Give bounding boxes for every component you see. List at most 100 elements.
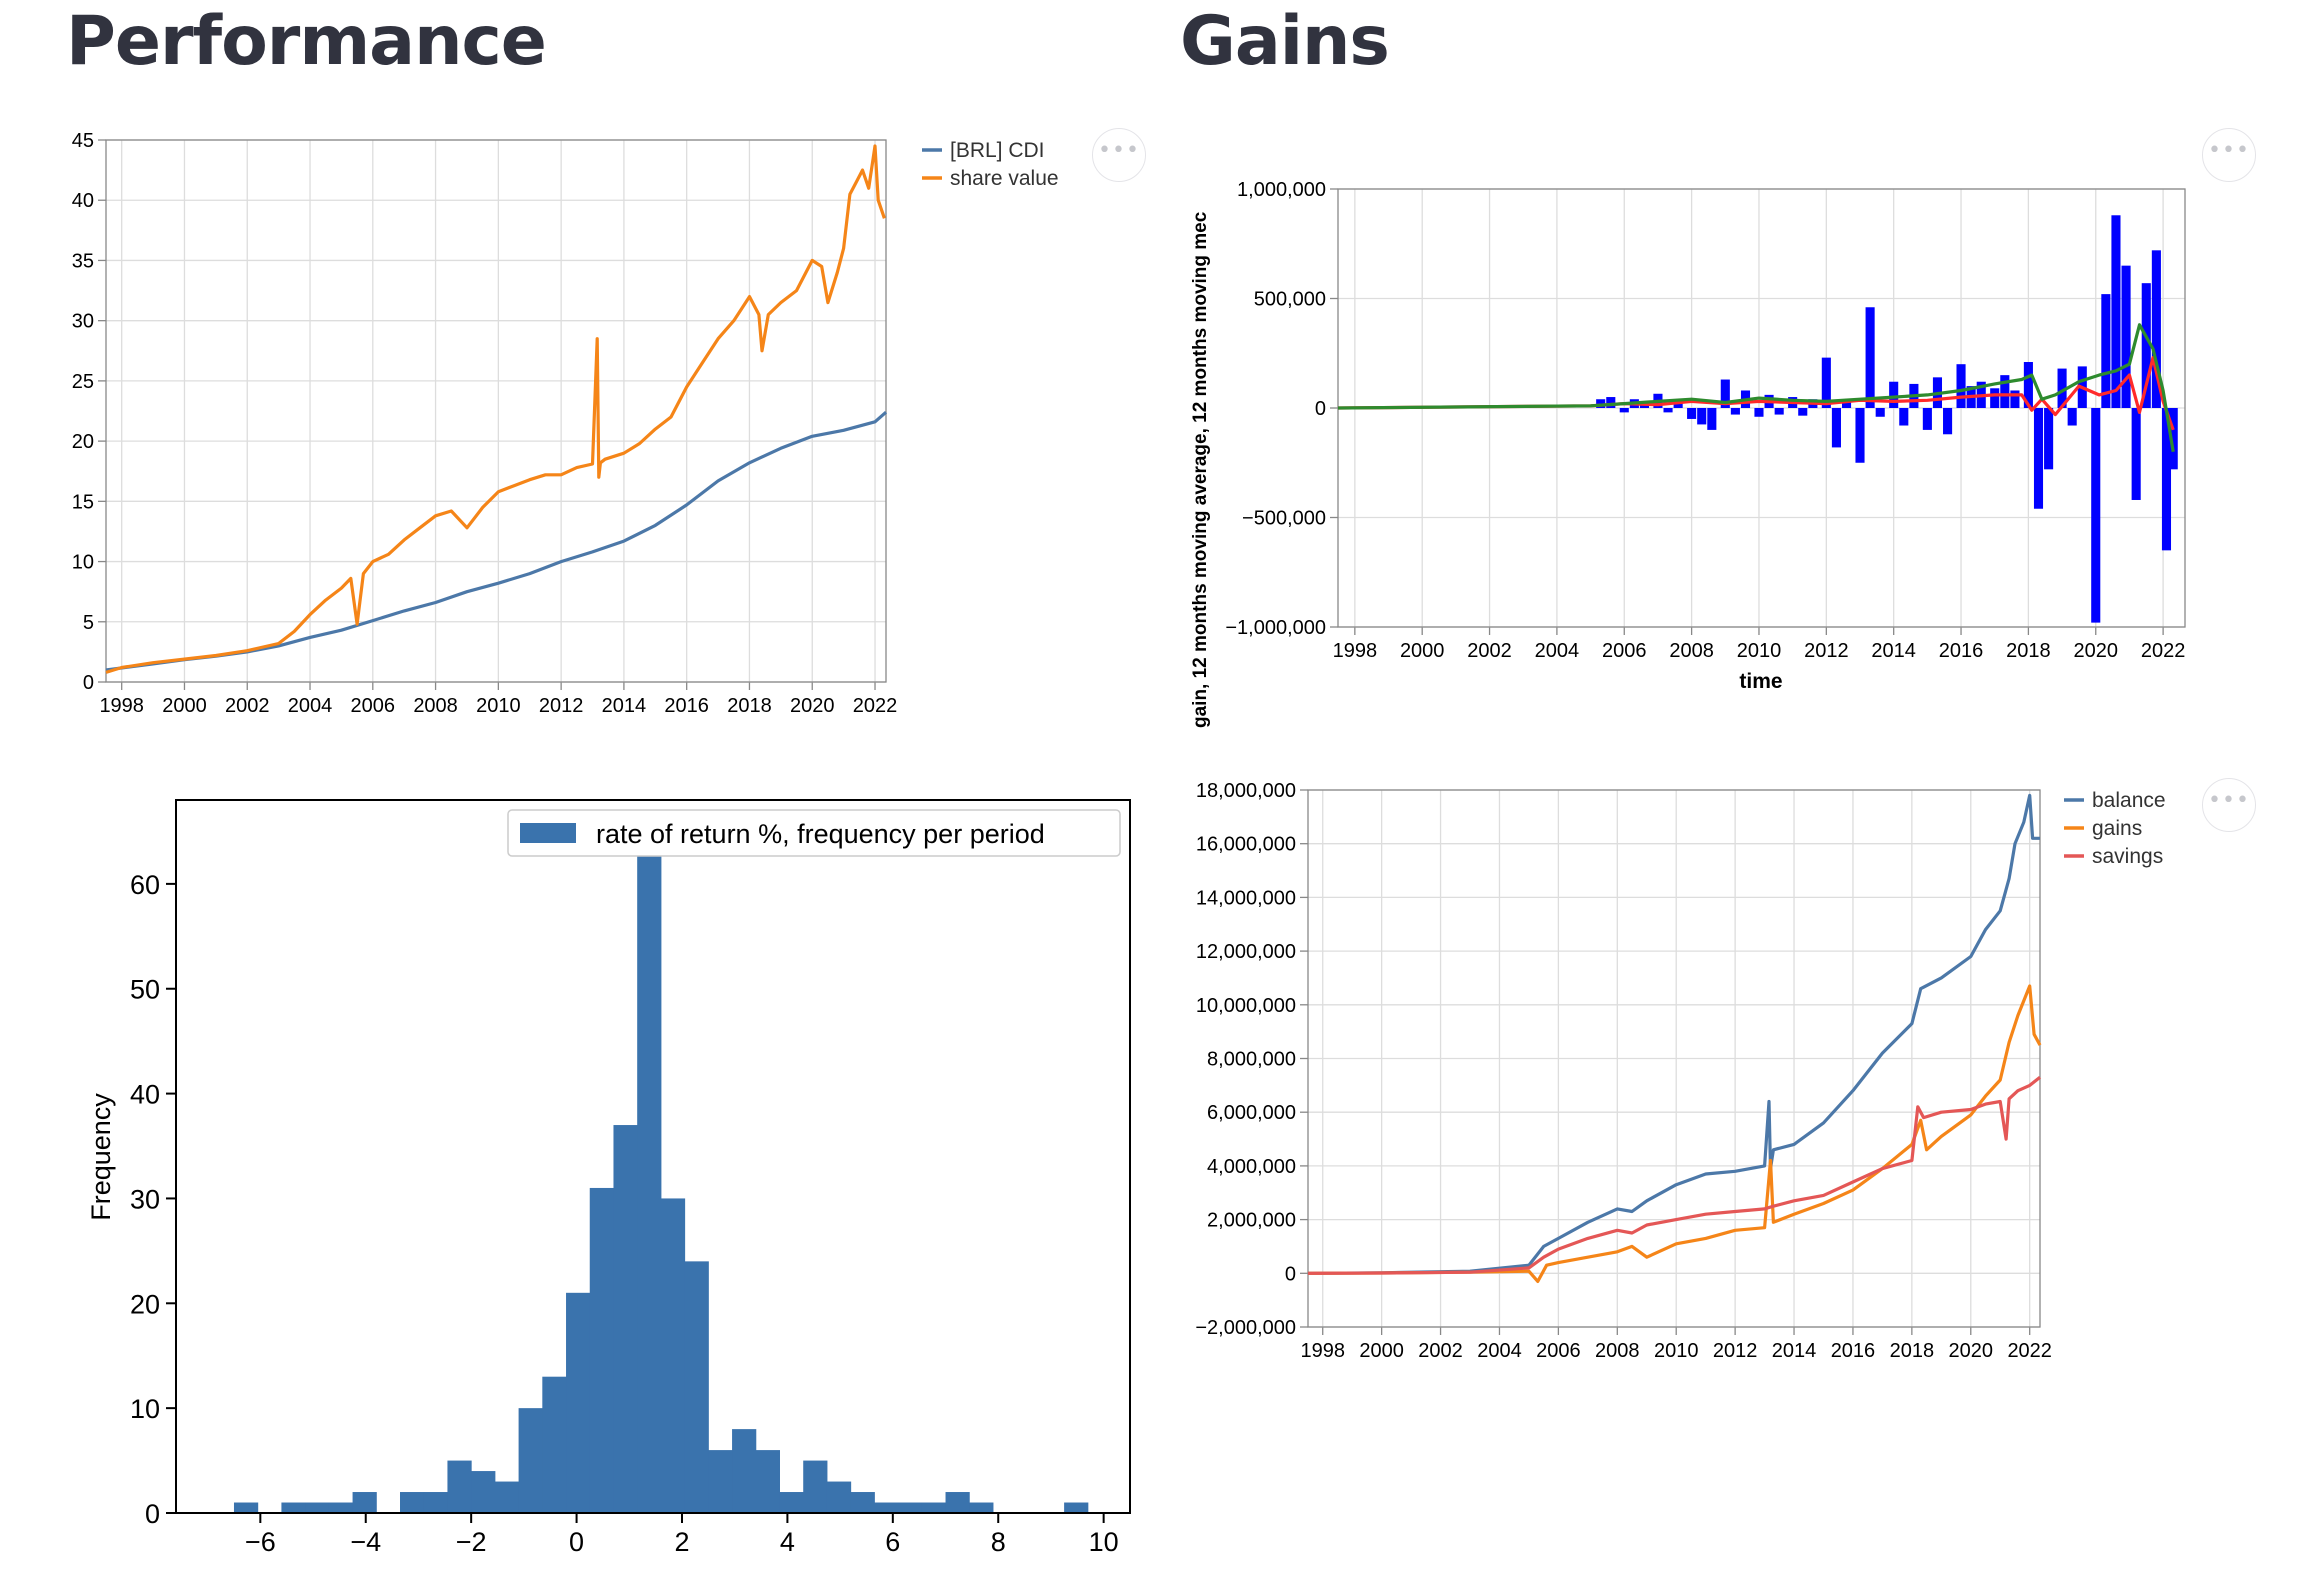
x-tick-label: 2020 bbox=[1949, 1340, 1994, 1362]
x-tick-label: −4 bbox=[350, 1527, 381, 1557]
y-tick-label: 1,000,000 bbox=[1237, 179, 1326, 201]
histogram-bar bbox=[1663, 408, 1673, 413]
histogram-bar bbox=[1922, 408, 1932, 430]
y-tick-label: 16,000,000 bbox=[1196, 834, 1296, 856]
histogram-bar bbox=[2023, 362, 2033, 408]
x-tick-label: 2010 bbox=[476, 695, 521, 717]
histogram-bar bbox=[1064, 1502, 1089, 1513]
histogram-bar bbox=[637, 831, 662, 1513]
histogram-bar bbox=[2044, 408, 2054, 470]
x-tick-label: 0 bbox=[569, 1527, 584, 1557]
legend: balance gains savings bbox=[2064, 789, 2166, 868]
legend-frame bbox=[507, 809, 1121, 857]
y-tick-label: 12,000,000 bbox=[1196, 941, 1296, 963]
histogram-bar bbox=[1730, 408, 1740, 415]
histogram-bar bbox=[471, 1471, 496, 1513]
y-tick-label: 5 bbox=[83, 612, 94, 634]
balance-chart[interactable]: 1998 2000 2002 2004 2006 2008 2010 2012 2014 2016… bbox=[1150, 760, 2297, 1582]
x-tick-label: 10 bbox=[1089, 1527, 1119, 1557]
x-tick-label: 6 bbox=[885, 1527, 900, 1557]
y-tick-label: 0 bbox=[83, 672, 94, 694]
x-tick-label: 2012 bbox=[1804, 640, 1849, 662]
x-tick-label: 1998 bbox=[1333, 640, 1378, 662]
histogram-bar bbox=[945, 1492, 970, 1513]
more-horizontal-icon: ••• bbox=[1098, 138, 1140, 163]
y-tick-label: 35 bbox=[72, 250, 94, 272]
x-axis-title: time bbox=[1739, 670, 1782, 693]
plot-marks bbox=[1337, 215, 2178, 623]
histogram-bars bbox=[233, 831, 1089, 1513]
x-tick-label: 2016 bbox=[1831, 1340, 1876, 1362]
histogram-bar bbox=[803, 1460, 828, 1513]
series-line-savings bbox=[1307, 1076, 2041, 1275]
histogram-bar bbox=[1943, 408, 1953, 435]
histogram-bar bbox=[352, 1492, 377, 1513]
histogram-bar bbox=[1754, 408, 1764, 417]
x-tick-label: 1998 bbox=[1300, 1340, 1345, 1362]
histogram-bar bbox=[589, 1187, 614, 1513]
y-axis-title: Frequency bbox=[86, 1093, 116, 1221]
histogram-bar bbox=[2033, 408, 2044, 509]
histogram-bar bbox=[2010, 390, 2020, 408]
x-tick-label: −6 bbox=[245, 1527, 276, 1557]
gains-heading: Gains bbox=[1180, 2, 1390, 81]
x-tick-label: 2006 bbox=[351, 695, 396, 717]
y-tick-label: 0 bbox=[1285, 1263, 1296, 1285]
histogram-bar bbox=[305, 1502, 330, 1513]
x-tick-label: 2016 bbox=[664, 695, 709, 717]
histogram-bar bbox=[2111, 215, 2121, 408]
legend: [BRL] CDI share value bbox=[922, 139, 1059, 190]
performance-chart-menu-button[interactable]: ••• bbox=[1092, 128, 1146, 182]
gains-chart-menu-button[interactable]: ••• bbox=[2202, 128, 2256, 182]
histogram-bar bbox=[2091, 408, 2101, 623]
x-tick-label: 2022 bbox=[853, 695, 898, 717]
histogram-bar bbox=[1865, 307, 1875, 408]
balance-chart-menu-button[interactable]: ••• bbox=[2202, 778, 2256, 832]
y-tick-label: 500,000 bbox=[1254, 289, 1326, 311]
histogram-bar bbox=[328, 1502, 354, 1513]
histogram-bar bbox=[1889, 381, 1899, 408]
x-tick-label: 2014 bbox=[1871, 640, 1916, 662]
x-tick-label: 2010 bbox=[1737, 640, 1782, 662]
x-tick-label: 2008 bbox=[413, 695, 458, 717]
legend-label: share value bbox=[950, 167, 1059, 190]
histogram-bar bbox=[2151, 250, 2161, 408]
histogram-bar bbox=[423, 1492, 448, 1513]
legend-swatch bbox=[520, 823, 576, 843]
y-tick-label: 60 bbox=[130, 870, 160, 900]
gains-moving-average-chart[interactable]: 1998 2000 2002 2004 2006 2008 2010 2012 2014 2016… bbox=[1150, 0, 2297, 760]
x-tick-label: 2022 bbox=[2007, 1340, 2052, 1362]
histogram-bar bbox=[542, 1376, 567, 1513]
histogram-bar bbox=[826, 1481, 852, 1513]
legend-label: [BRL] CDI bbox=[950, 139, 1045, 162]
x-tick-label: 2004 bbox=[1535, 640, 1580, 662]
histogram-bar bbox=[2141, 283, 2151, 408]
histogram-bar bbox=[1855, 408, 1865, 463]
histogram-bar bbox=[2131, 408, 2141, 500]
histogram-bar bbox=[1956, 364, 1966, 408]
legend-label: savings bbox=[2092, 845, 2163, 868]
x-tick-label: 2004 bbox=[288, 695, 333, 717]
more-horizontal-icon: ••• bbox=[2208, 138, 2250, 163]
histogram-bar bbox=[447, 1460, 472, 1513]
performance-chart[interactable]: 1998 2000 2002 2004 2006 2008 2010 2012 2014 2016… bbox=[0, 0, 1150, 760]
y-tick-label: −1,000,000 bbox=[1225, 617, 1326, 639]
y-tick-label: 4,000,000 bbox=[1207, 1156, 1296, 1178]
performance-heading: Performance bbox=[66, 2, 547, 81]
x-tick-label: 2 bbox=[674, 1527, 689, 1557]
y-tick-label: 20 bbox=[130, 1289, 160, 1319]
y-tick-label: 40 bbox=[130, 1080, 160, 1110]
y-tick-label: 45 bbox=[72, 130, 94, 152]
more-horizontal-icon: ••• bbox=[2208, 788, 2250, 813]
histogram-bar bbox=[874, 1502, 899, 1513]
y-tick-label: 8,000,000 bbox=[1207, 1049, 1296, 1071]
x-tick-label: 2006 bbox=[1602, 640, 1647, 662]
x-tick-label: 4 bbox=[780, 1527, 795, 1557]
histogram-bar bbox=[708, 1450, 733, 1513]
histogram-bar bbox=[1720, 379, 1730, 408]
series-line-gains bbox=[1307, 984, 2042, 1284]
x-tick-label: 2002 bbox=[1467, 640, 1512, 662]
x-tick-label: 2000 bbox=[1359, 1340, 1404, 1362]
y-tick-label: 10 bbox=[72, 552, 94, 574]
series-line-balance bbox=[1307, 793, 2040, 1275]
